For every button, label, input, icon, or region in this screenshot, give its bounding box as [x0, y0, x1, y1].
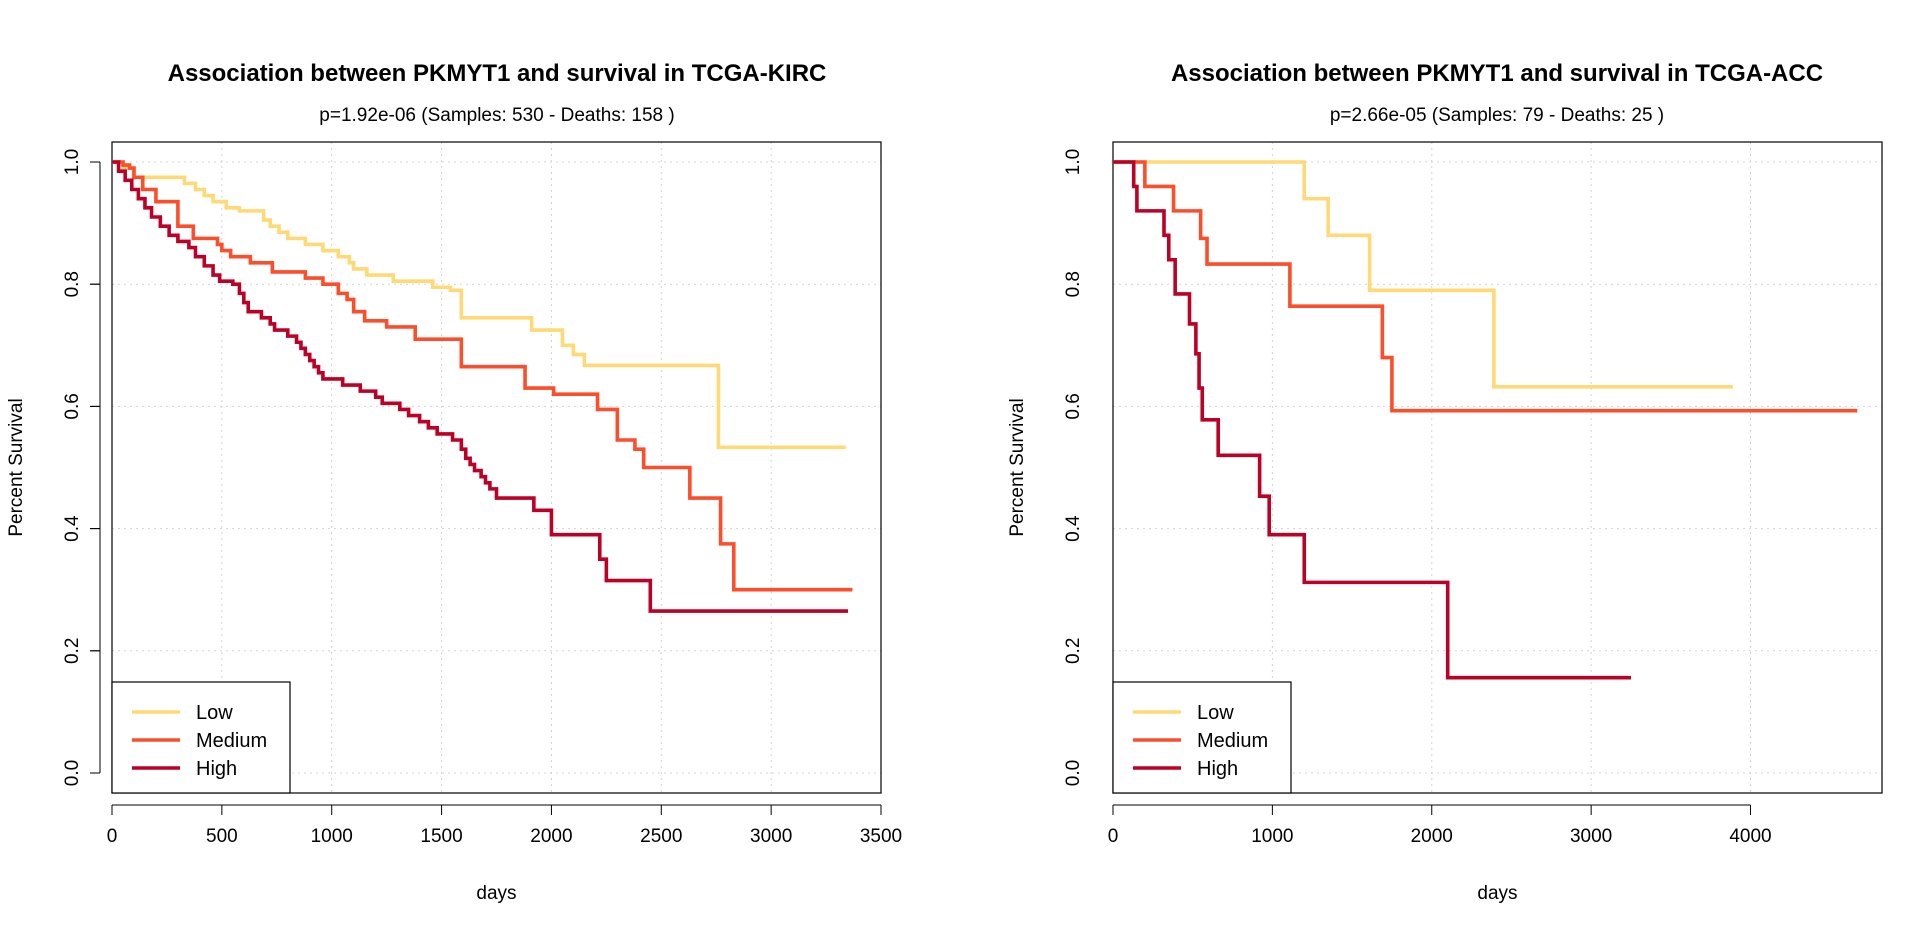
plot-frame — [1112, 141, 1883, 794]
legend-label-high: High — [196, 758, 237, 780]
x-tick-label: 1000 — [1251, 826, 1293, 847]
x-tick-label: 2500 — [640, 826, 682, 847]
x-tick-label: 500 — [206, 826, 238, 847]
x-tick-label: 4000 — [1729, 826, 1771, 847]
legend: Low Medium High — [111, 681, 291, 794]
legend-label-low: Low — [196, 702, 233, 724]
plot-frame — [111, 141, 882, 794]
legend-label-medium: Medium — [1197, 730, 1268, 752]
y-axis-label: Percent Survival — [6, 398, 27, 536]
legend-box — [111, 681, 291, 794]
y-tick-label: 0.6 — [62, 393, 83, 419]
y-tick-label: 0.4 — [1063, 515, 1084, 542]
chart-panel-1: Association between PKMYT1 and survival … — [6, 60, 902, 904]
y-tick-label: 0.0 — [62, 760, 83, 786]
y-tick-label: 0.8 — [1063, 271, 1084, 297]
series-group — [112, 160, 853, 613]
y-axis — [90, 161, 101, 774]
x-tick-label: 2000 — [530, 826, 572, 847]
x-tick-label: 0 — [107, 826, 118, 847]
x-tick-label: 0 — [1108, 826, 1119, 847]
x-tick-label: 1500 — [420, 826, 462, 847]
x-axis-label: days — [1477, 883, 1517, 904]
legend-box — [1112, 681, 1292, 794]
series-group — [1113, 160, 1858, 680]
chart-panel-2: Association between PKMYT1 and survival … — [90, 60, 1883, 904]
series-line-low — [112, 160, 846, 450]
chart-subtitle: p=2.66e-05 (Samples: 79 - Deaths: 25 ) — [1330, 105, 1664, 126]
y-tick-label: 0.4 — [62, 515, 83, 542]
series-line-medium — [1113, 160, 1858, 413]
chart-subtitle: p=1.92e-06 (Samples: 530 - Deaths: 158 ) — [319, 105, 674, 126]
x-tick-label: 3500 — [860, 826, 902, 847]
legend: Low Medium High — [1112, 681, 1292, 794]
y-axis-label: Percent Survival — [1007, 398, 1028, 536]
series-line-low — [1113, 160, 1733, 389]
chart-title: Association between PKMYT1 and survival … — [1171, 60, 1823, 87]
y-tick-label: 0.0 — [1063, 760, 1084, 786]
x-tick-label: 3000 — [750, 826, 792, 847]
y-tick-label: 1.0 — [1063, 149, 1084, 175]
legend-label-medium: Medium — [196, 730, 267, 752]
gridlines — [1113, 142, 1882, 793]
chart-title: Association between PKMYT1 and survival … — [168, 60, 827, 87]
y-tick-label: 0.8 — [62, 271, 83, 297]
y-tick-label: 0.6 — [1063, 393, 1084, 419]
series-line-high — [112, 160, 849, 613]
legend-label-high: High — [1197, 758, 1238, 780]
x-axis — [111, 804, 882, 815]
legend-label-low: Low — [1197, 702, 1234, 724]
y-tick-label: 0.2 — [1063, 638, 1084, 664]
x-tick-label: 1000 — [311, 826, 353, 847]
series-line-medium — [112, 160, 853, 592]
y-tick-label: 1.0 — [62, 149, 83, 175]
y-tick-label: 0.2 — [62, 638, 83, 664]
y-axis — [90, 161, 101, 774]
x-axis-label: days — [476, 883, 516, 904]
series-line-high — [1113, 160, 1631, 680]
x-axis — [1112, 804, 1752, 815]
x-tick-label: 3000 — [1570, 826, 1612, 847]
x-tick-label: 2000 — [1411, 826, 1453, 847]
